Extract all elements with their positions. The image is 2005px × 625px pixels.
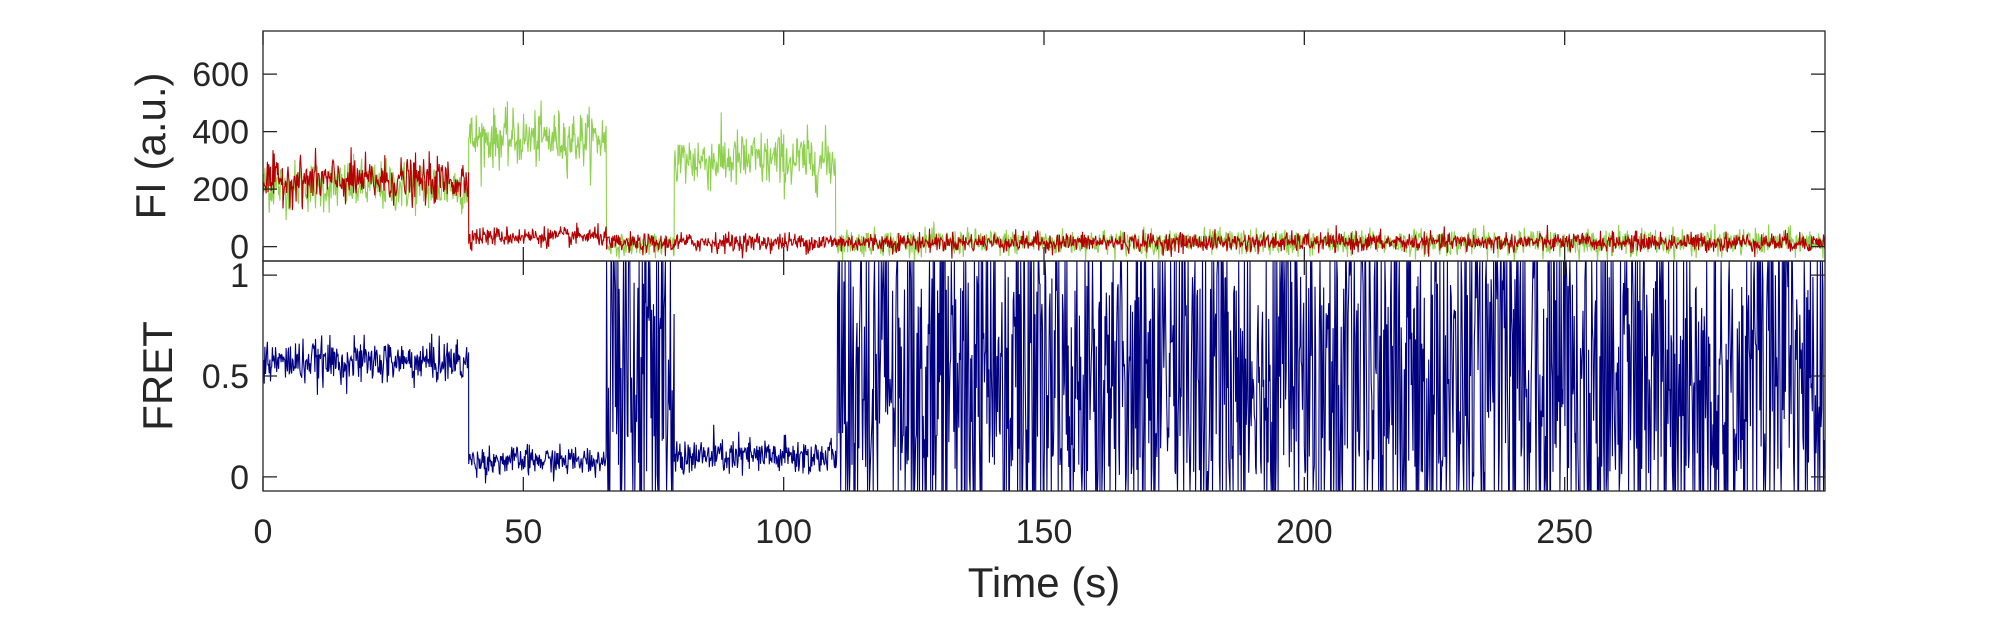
- y-tick-label: 0: [230, 229, 249, 267]
- x-tick-label: 100: [755, 513, 812, 551]
- y-tick-label: 200: [192, 171, 249, 209]
- fluorescence-traces: [262, 100, 1826, 262]
- fluorescence-series-1: [262, 147, 1826, 259]
- fluorescence-y-axis-label: FI (a.u.): [127, 72, 174, 219]
- x-tick-label: 250: [1536, 513, 1593, 551]
- y-tick-label: 1: [230, 257, 249, 295]
- x-tick-label: 200: [1276, 513, 1333, 551]
- fluorescence-panel: 0 200 400 600 FI (a.u.): [127, 30, 1826, 267]
- fret-trace: [262, 260, 1826, 492]
- y-tick-label: 400: [192, 114, 249, 152]
- x-tick-label: 0: [254, 513, 273, 551]
- fret-panel: 00.51 0 50 100 150 200 250 FRET Time (s): [134, 257, 1826, 606]
- y-tick-label: 0: [230, 459, 249, 497]
- fret-y-ticks: 00.51: [202, 257, 1825, 497]
- y-tick-label: 0.5: [202, 358, 249, 396]
- fret-y-axis-label: FRET: [134, 321, 181, 431]
- x-tick-label: 50: [504, 513, 542, 551]
- y-tick-label: 600: [192, 56, 249, 94]
- time-x-ticks: 0 50 100 150 200 250: [254, 261, 1593, 551]
- fluorescence-y-ticks: 0 200 400 600: [192, 31, 1825, 267]
- x-tick-label: 150: [1016, 513, 1073, 551]
- fret-series-0: [262, 260, 1826, 492]
- fluorescence-series-0: [262, 100, 1826, 262]
- time-x-axis-label: Time (s): [968, 559, 1120, 606]
